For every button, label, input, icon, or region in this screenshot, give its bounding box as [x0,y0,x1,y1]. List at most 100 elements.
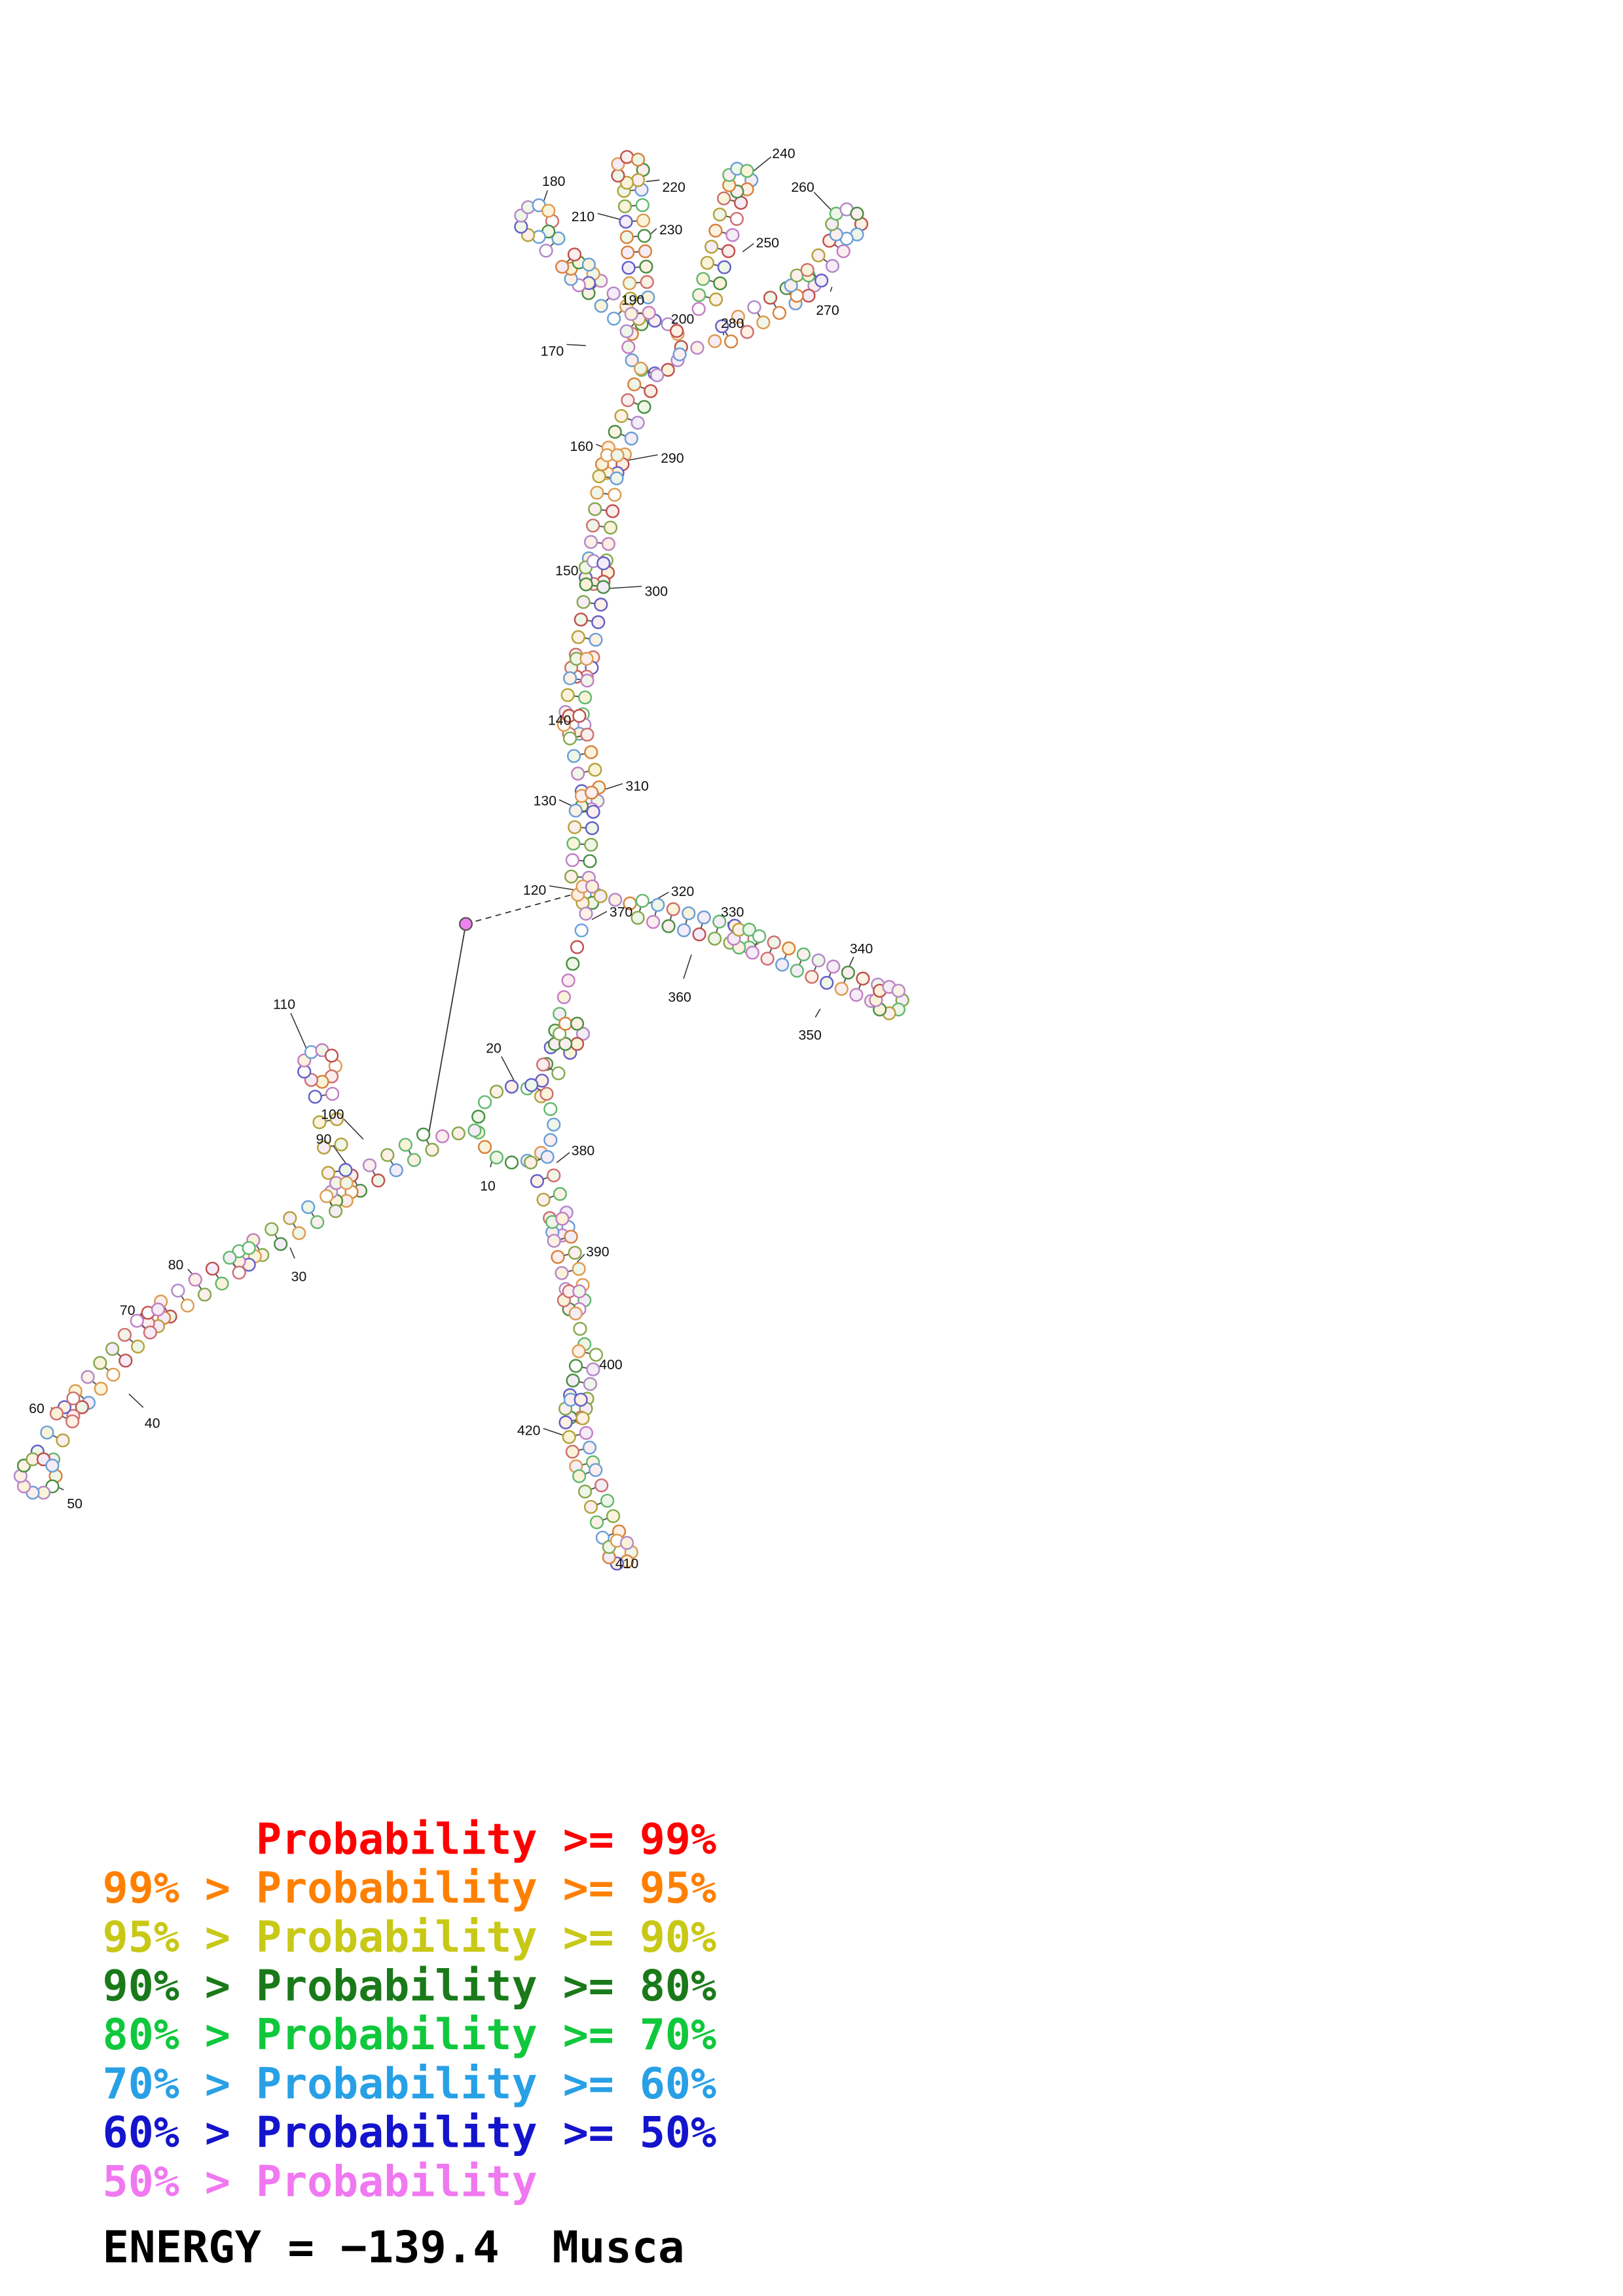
nucleotide [571,630,585,645]
label-leader-line [830,287,833,292]
nucleotide [583,535,598,549]
nucleotide [334,1138,348,1152]
nucleotide [589,632,603,647]
nucleotide [389,1163,403,1177]
nucleotide [362,1158,377,1173]
nucleotide [724,334,739,349]
nucleotide [621,260,636,275]
position-label: 260 [791,179,814,195]
nucleotide [826,960,841,974]
nucleotide [561,973,575,988]
nucleotide [588,502,602,516]
label-leader-line [742,243,754,253]
nucleotide [547,1117,561,1132]
position-label: 370 [610,905,632,920]
nucleotide [608,488,622,502]
nucleotide [264,1222,279,1236]
position-label: 90 [316,1131,332,1147]
nucleotide [324,1049,339,1063]
nucleotide [619,175,634,190]
nucleotide [704,240,719,254]
nucleotide [782,941,796,956]
nucleotide [565,853,580,867]
nucleotide [717,191,731,206]
nucleotide [523,1155,538,1170]
nucleotide [596,556,611,571]
nucleotide [707,931,722,946]
label-leader-line [128,1393,144,1408]
label-leader-line [591,910,608,920]
legend-line-1: 99% > Probability >= 95% [103,1864,716,1913]
legend-line-4: 80% > Probability >= 70% [103,2011,716,2060]
position-label: 140 [548,712,571,728]
nucleotide [398,1138,412,1152]
nucleotide [619,150,634,164]
nucleotide [568,1246,582,1260]
label-leader-line [649,228,657,235]
nucleotide [583,1499,598,1514]
nucleotide [451,1126,465,1141]
position-label: 170 [541,344,564,359]
nucleotide [635,198,649,213]
nucleotide [579,906,593,921]
nucleotide [551,231,566,245]
five-prime-end [458,917,473,931]
nucleotide [573,1321,587,1336]
nucleotide [232,1265,246,1280]
nucleotide [805,969,819,984]
nucleotide [630,173,646,187]
position-label: 40 [145,1415,160,1431]
legend-line-5: 70% > Probability >= 60% [103,2060,716,2109]
nucleotide [775,958,790,972]
nucleotide [565,1444,580,1459]
nucleotide [841,965,856,980]
nucleotide [584,745,598,759]
nucleotide [606,286,621,300]
nucleotide [75,1400,89,1414]
nucleotide [223,1250,237,1265]
nucleotide [585,821,599,836]
label-leader-line [576,1253,585,1263]
nucleotide [614,408,629,423]
nucleotide [574,612,588,627]
nucleotide [312,1115,327,1130]
nucleotide [130,1314,144,1328]
nucleotide [566,956,580,971]
nucleotide [471,1109,486,1124]
nucleotide [596,580,611,594]
nucleotide [644,384,658,399]
nucleotide [283,1211,297,1225]
nucleotide [731,310,746,324]
label-leader-line [566,344,587,346]
position-label: 200 [671,311,694,327]
nucleotide [772,306,787,320]
nucleotide [589,1348,604,1362]
nucleotide [745,945,759,960]
nucleotide [608,893,623,907]
position-label: 400 [599,1357,622,1372]
position-label: 110 [273,996,295,1012]
nucleotide [747,300,761,315]
energy-label: ENERGY = −139.4 Musca [103,2222,685,2273]
nucleotide [321,1166,336,1180]
nucleotide [692,288,706,302]
nucleotide [171,1283,185,1298]
label-leader-line [646,179,660,183]
label-leader-line [549,885,577,891]
nucleotide [543,1133,558,1147]
position-label: 100 [321,1106,344,1122]
position-label: 150 [555,563,578,579]
nucleotide [630,416,645,430]
nucleotide [572,1262,586,1276]
nucleotide [66,1391,81,1406]
nucleotide [636,213,651,228]
nucleotide [197,1287,212,1302]
nucleotide [585,785,599,800]
label-leader-line [751,156,772,173]
nucleotide [56,1433,70,1448]
nucleotide [834,982,848,996]
nucleotide [574,1392,588,1407]
nucleotide [583,854,597,869]
nucleotide [639,259,653,274]
